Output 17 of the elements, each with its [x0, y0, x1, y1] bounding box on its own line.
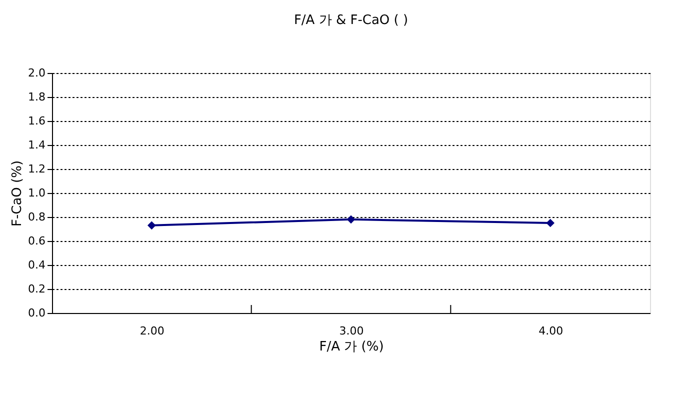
chart-title: F/A 가 & F-CaO ( ): [294, 13, 408, 28]
x-axis-title: F/A 가 (%): [319, 340, 384, 354]
x-tick-label: 4.00: [538, 324, 564, 338]
y-tick-label: 0.4: [28, 258, 46, 272]
y-tick-label: 0.0: [28, 306, 46, 320]
x-tick-label: 2.00: [140, 324, 164, 338]
y-tick-label: 0.8: [28, 210, 46, 224]
y-tick-label: 1.4: [28, 138, 46, 152]
y-tick-label: 0.6: [28, 234, 46, 248]
y-tick-label: 1.6: [28, 114, 46, 128]
y-tick-label: 2.0: [28, 66, 46, 80]
y-tick-label: 1.8: [28, 90, 46, 104]
y-tick-label: 0.2: [28, 282, 46, 296]
x-tick-label: 3.00: [339, 324, 364, 338]
y-tick-label: 1.2: [28, 162, 46, 176]
y-tick-label: 1.0: [28, 186, 46, 200]
y-axis-title: F-CaO (%): [10, 160, 26, 227]
